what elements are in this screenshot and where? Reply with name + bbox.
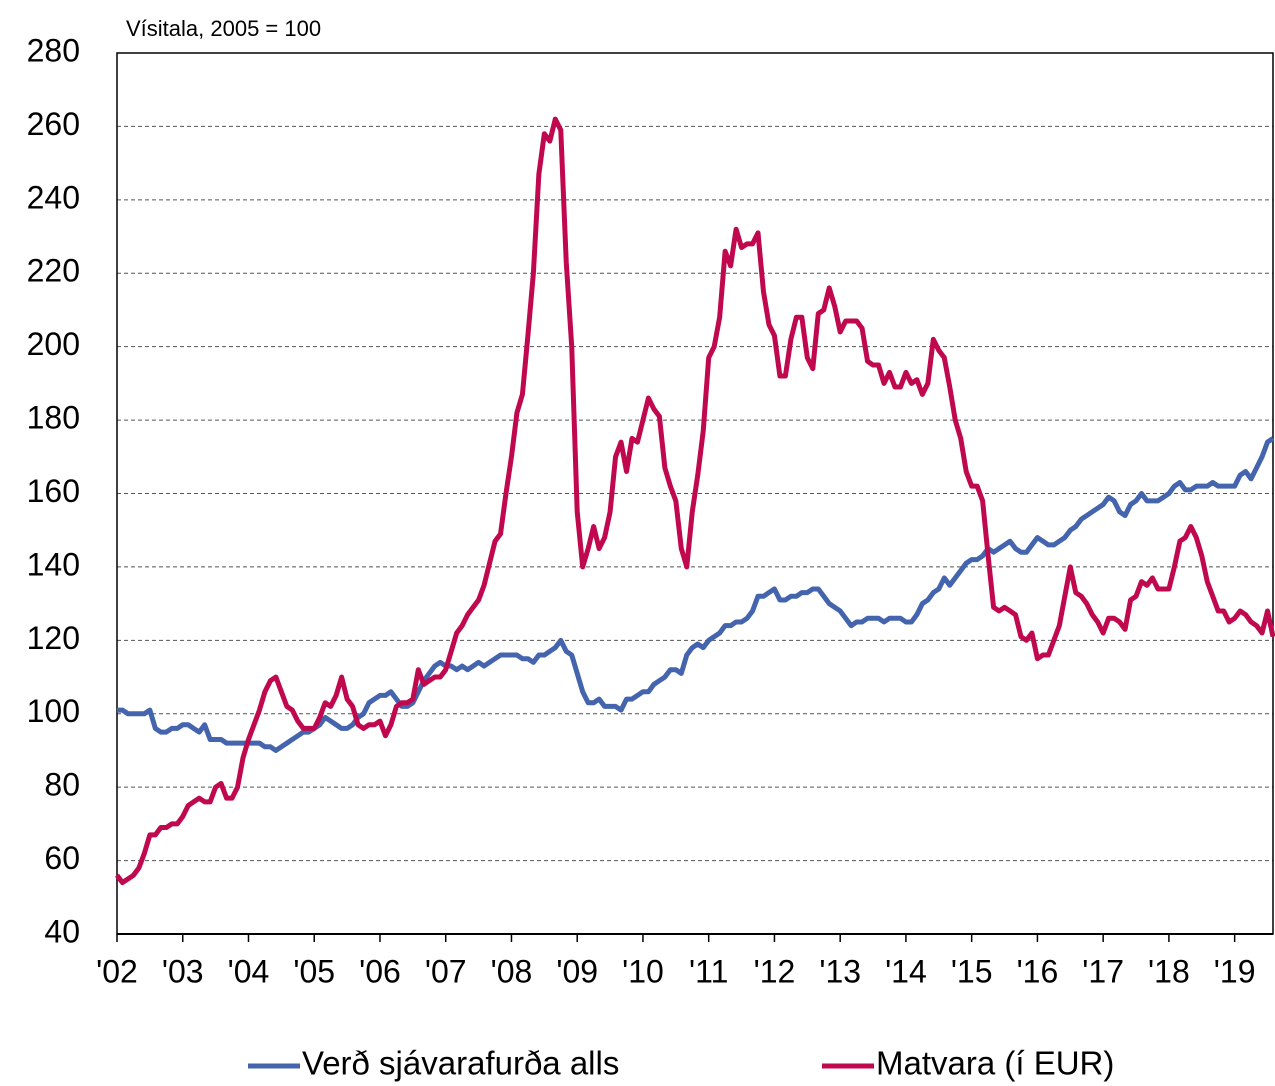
legend-label: Matvara (í EUR) bbox=[876, 1045, 1114, 1082]
y-tick-label: 280 bbox=[27, 32, 80, 68]
y-tick-label: 220 bbox=[27, 253, 80, 289]
y-tick-label: 160 bbox=[27, 473, 80, 509]
y-tick-label: 200 bbox=[27, 326, 80, 362]
y-tick-label: 180 bbox=[27, 400, 80, 436]
x-tick-label: '13 bbox=[819, 953, 861, 989]
y-tick-label: 260 bbox=[27, 106, 80, 142]
y-tick-label: 40 bbox=[44, 913, 80, 949]
x-tick-label: '02 bbox=[96, 953, 138, 989]
x-tick-label: '18 bbox=[1148, 953, 1190, 989]
y-tick-label: 140 bbox=[27, 546, 80, 582]
chart-title: Vísitala, 2005 = 100 bbox=[126, 16, 321, 41]
x-tick-label: '17 bbox=[1082, 953, 1124, 989]
x-tick-label: '19 bbox=[1214, 953, 1256, 989]
x-tick-label: '12 bbox=[754, 953, 796, 989]
y-tick-label: 240 bbox=[27, 179, 80, 215]
x-tick-label: '16 bbox=[1017, 953, 1059, 989]
x-tick-label: '14 bbox=[885, 953, 927, 989]
series-line bbox=[114, 116, 1275, 886]
x-tick-label: '10 bbox=[622, 953, 664, 989]
y-tick-label: 120 bbox=[27, 620, 80, 656]
x-tick-label: '11 bbox=[689, 953, 728, 989]
y-tick-label: 80 bbox=[44, 767, 80, 803]
x-tick-label: '08 bbox=[491, 953, 533, 989]
legend-label: Verð sjávarafurða alls bbox=[302, 1045, 619, 1082]
y-tick-label: 60 bbox=[44, 840, 80, 876]
x-tick-label: '09 bbox=[556, 953, 598, 989]
x-tick-label: '05 bbox=[293, 953, 335, 989]
x-tick-label: '07 bbox=[425, 953, 467, 989]
x-tick-label: '04 bbox=[228, 953, 270, 989]
x-tick-label: '06 bbox=[359, 953, 401, 989]
x-tick-label: '03 bbox=[162, 953, 204, 989]
series-line bbox=[117, 436, 1275, 753]
x-tick-label: '15 bbox=[951, 953, 993, 989]
y-tick-label: 100 bbox=[27, 693, 80, 729]
